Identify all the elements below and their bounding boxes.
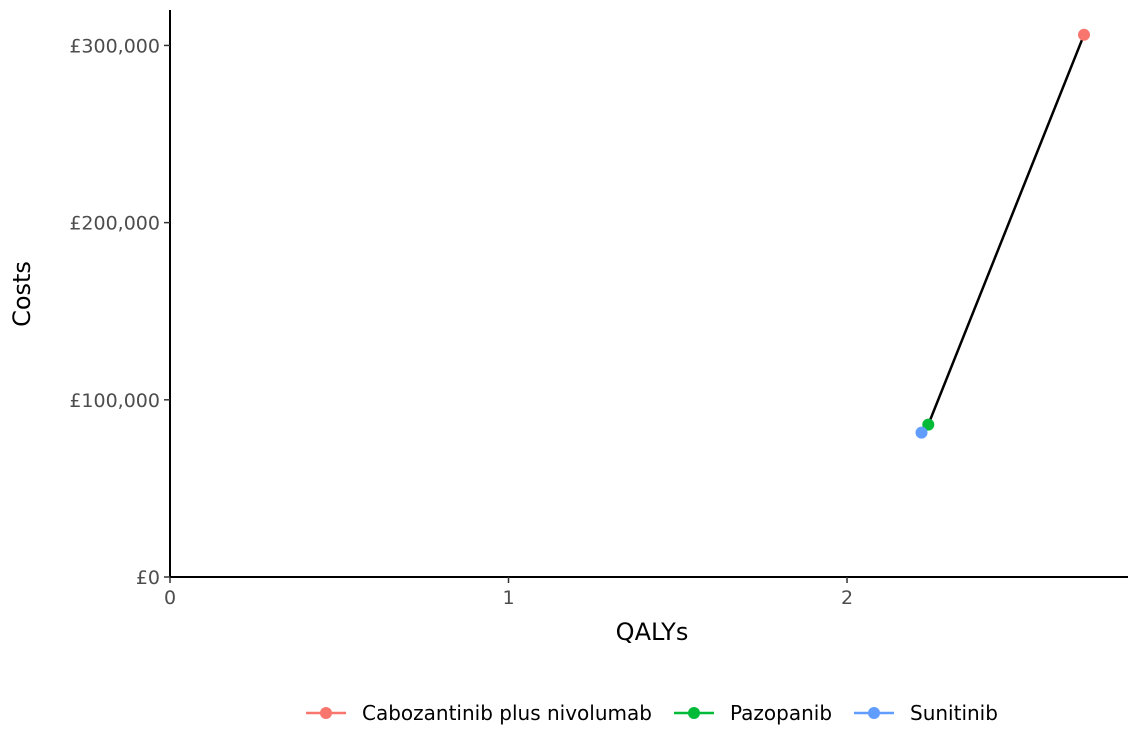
legend-item: Pazopanib [674,701,832,725]
y-tick-label: £100,000 [69,390,160,412]
frontier-line [920,34,1086,434]
legend-label: Sunitinib [910,701,998,725]
marks-layer [915,28,1090,439]
y-tick-label: £0 [136,567,160,589]
legend-key-point [320,707,332,719]
x-axis-title: QALYs [616,618,689,646]
legend-key-point [688,707,700,719]
data-point-cabozantinib-plus-nivolumab [1077,28,1090,41]
y-tick-label: £300,000 [69,35,160,57]
legend-item: Sunitinib [854,701,998,725]
x-tick-label: 2 [841,587,853,609]
y-tick-label: £200,000 [69,213,160,235]
legend-label: Pazopanib [730,701,832,725]
legend-label: Cabozantinib plus nivolumab [362,701,652,725]
x-tick-label: 0 [164,587,176,609]
data-point-sunitinib [915,426,928,439]
y-axis-title: Costs [8,261,36,327]
legend: Cabozantinib plus nivolumab Pazopanib Suni… [306,701,998,725]
ticks-layer: 0 1 2 £0 £100,000 £200,000 £300,000 [69,35,853,609]
legend-item: Cabozantinib plus nivolumab [306,701,652,725]
legend-key-point [868,707,880,719]
x-tick-label: 1 [502,587,514,609]
data-point-pazopanib [922,418,935,431]
